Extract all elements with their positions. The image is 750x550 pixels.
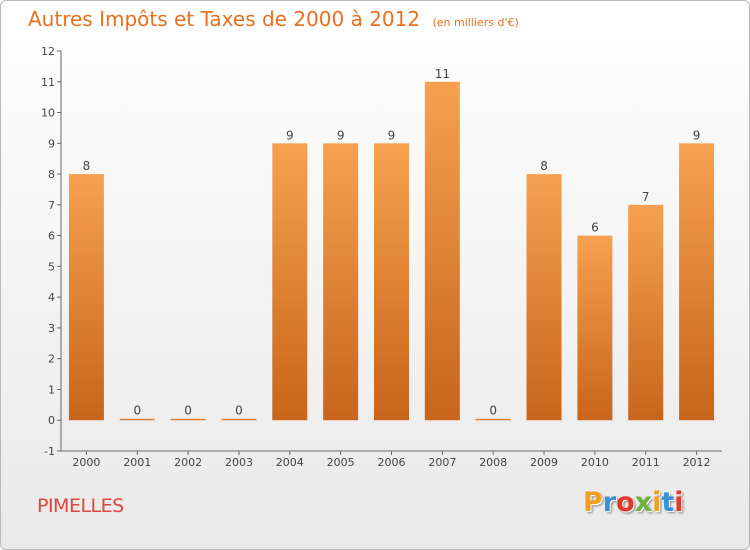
chart-title: Autres Impôts et Taxes de 2000 à 2012 (e… [28,7,519,31]
data-label: 11 [435,67,450,81]
bar [628,204,664,421]
bar [577,235,613,421]
y-tick-label: 8 [48,168,55,181]
bar [68,174,104,421]
data-label: 9 [286,128,294,142]
data-label: 9 [388,128,396,142]
brand-letter: i [652,487,662,518]
x-tick-label: 2001 [123,456,151,469]
bar [374,143,409,421]
y-tick-label: -1 [44,445,55,458]
data-label: 0 [133,404,141,418]
chart-title-text: Autres Impôts et Taxes de 2000 à 2012 [28,7,421,31]
x-tick-label: 2005 [327,456,355,469]
x-tick-label: 2004 [276,456,304,469]
chart-subtitle: (en milliers d'€) [432,16,519,29]
y-tick-label: 5 [48,260,55,273]
y-tick-label: 7 [48,199,55,212]
data-label: 8 [540,159,548,173]
x-tick-label: 2003 [225,456,253,469]
data-label: 7 [642,190,650,204]
brand-letter: t [661,487,675,518]
x-tick-label: 2007 [428,456,456,469]
x-tick-label: 2012 [683,456,711,469]
bar [170,418,206,421]
y-tick-label: 9 [48,137,55,150]
bar [475,418,511,421]
brand-letter: P [583,487,603,518]
x-tick-label: 2010 [581,456,609,469]
y-tick-label: 3 [48,322,55,335]
bar [119,418,155,421]
x-tick-label: 2000 [72,456,100,469]
bar [221,418,257,421]
data-label: 0 [489,404,497,418]
bar [679,143,715,421]
x-tick-label: 2009 [530,456,558,469]
y-tick-label: 11 [41,76,55,89]
y-tick-label: 6 [48,230,55,243]
bar [272,143,308,421]
data-label: 9 [693,128,701,142]
data-label: 0 [235,404,243,418]
bar [526,174,562,421]
brand-letter: r [602,487,617,518]
proxiti-logo[interactable]: Proxiti [583,487,684,518]
bar [424,81,460,421]
y-tick-label: 12 [41,45,55,58]
y-tick-label: 2 [48,353,55,366]
brand-letter: i [674,487,684,518]
data-label: 6 [591,221,599,235]
x-tick-label: 2008 [479,456,507,469]
data-label: 0 [184,404,192,418]
x-tick-label: 2006 [378,456,406,469]
y-tick-label: 10 [41,107,55,120]
y-tick-label: 0 [48,414,55,427]
bar [323,143,359,421]
x-tick-label: 2002 [174,456,202,469]
brand-letter: o [616,487,635,518]
y-tick-label: 4 [48,291,55,304]
x-tick-label: 2011 [632,456,660,469]
commune-name: PIMELLES [37,495,124,517]
brand-letter: x [634,487,653,518]
data-label: 8 [83,159,91,173]
y-tick-label: 1 [48,383,55,396]
data-label: 9 [337,128,345,142]
